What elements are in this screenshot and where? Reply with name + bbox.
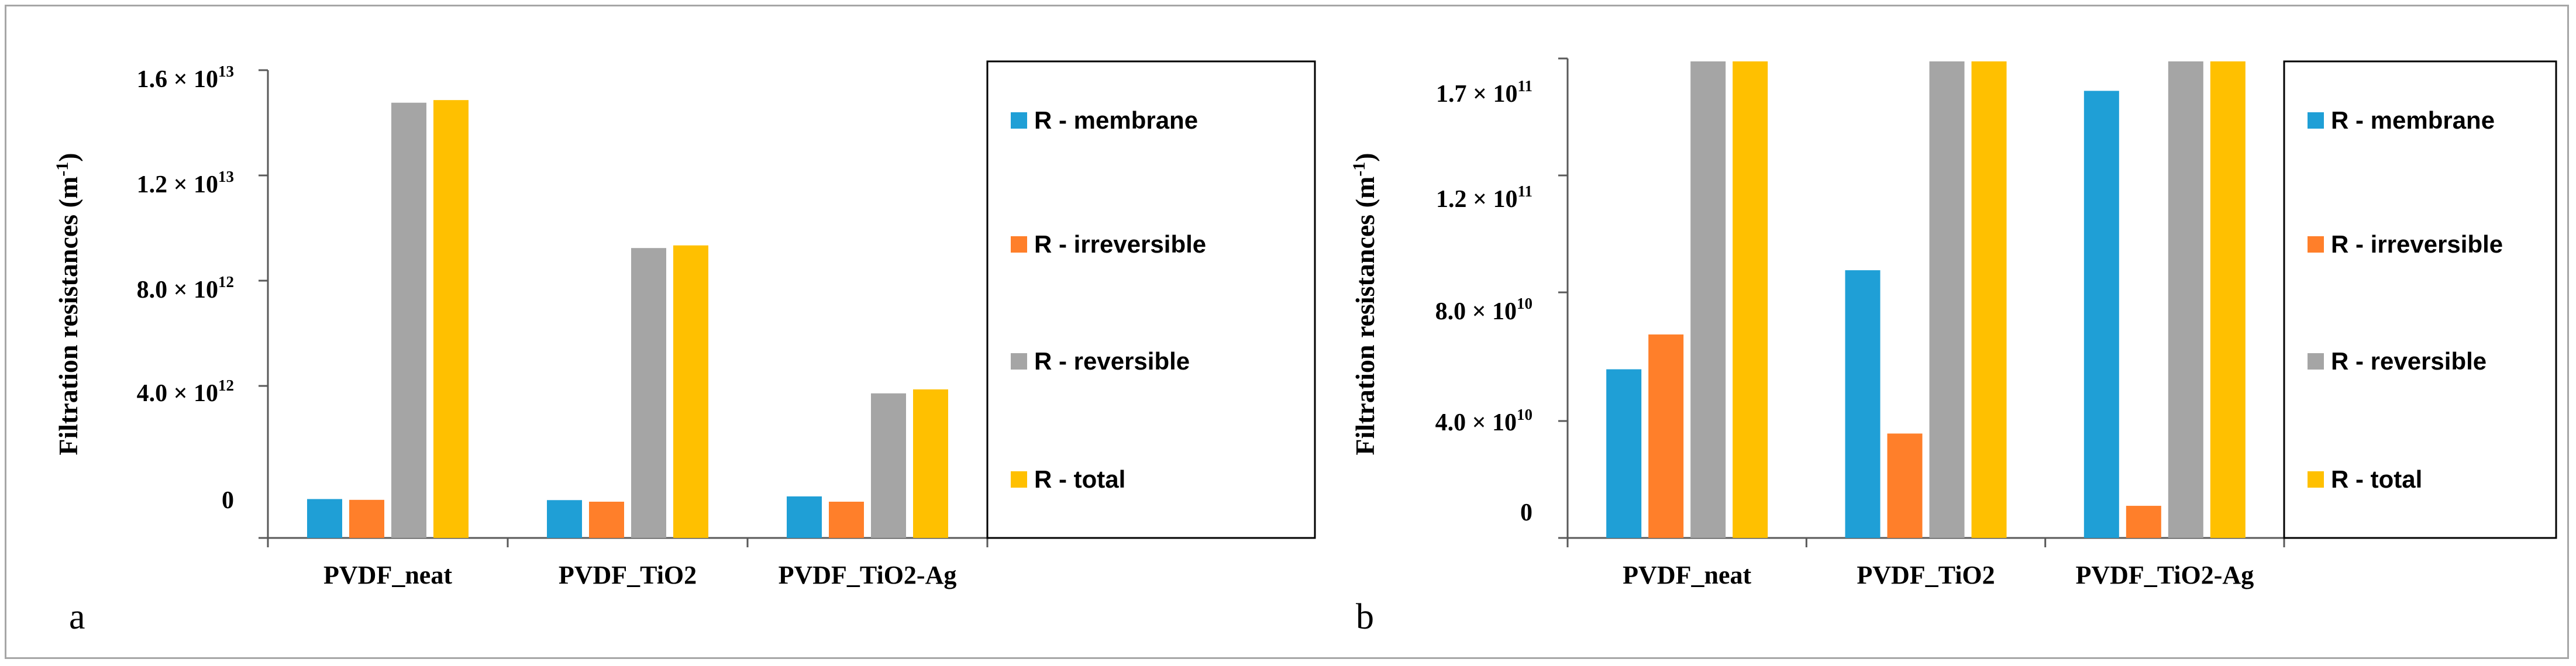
legend-label: R - reversible [2331,347,2487,375]
bar-r-reversible [871,393,906,538]
legend-swatch [1011,236,1027,253]
bar-r-reversible [1929,61,1965,538]
bar-r-membrane [547,500,582,538]
legend-label: R - total [2331,465,2422,493]
y-tick-mantissa: 4.0 × 10 [1435,409,1517,436]
bar-r-irreversible [589,502,624,538]
y-tick-label: 1.2 × 1011 [1436,182,1532,213]
y-tick-exponent: 12 [218,377,234,394]
panel-letter: b [1356,597,1374,637]
bar-r-total [433,100,469,538]
y-axis-title-main: Filtration resistances (m [1350,177,1380,455]
y-tick-label: 8.0 × 1010 [1435,295,1532,325]
panel-letter: a [69,597,85,637]
y-tick-exponent: 13 [218,63,234,80]
y-tick-label: 1.2 × 1013 [137,168,234,198]
y-tick-exponent: 10 [1517,406,1532,423]
y-tick-mantissa: 1.2 × 10 [1436,186,1517,213]
bar-r-irreversible [349,499,384,538]
y-tick-label: 0 [1520,499,1532,526]
bar-r-membrane [787,496,822,538]
x-category-label: PVDF_TiO2-Ag [779,561,957,589]
y-tick-exponent: 11 [1517,77,1532,95]
bar-r-reversible [391,102,426,538]
y-tick-exponent: 10 [1517,295,1532,312]
y-tick-exponent: 11 [1517,182,1532,200]
bar-r-reversible [1690,61,1726,538]
legend-label: R - reversible [1034,347,1190,375]
bar-r-total [673,245,708,538]
y-tick-mantissa: 8.0 × 10 [1435,298,1517,325]
legend-box [986,60,1316,539]
y-tick-mantissa: 1.2 × 10 [137,171,218,198]
bar-r-total [1971,61,2007,538]
legend-label: R - total [1034,465,1125,493]
y-tick-label: 0 [222,487,234,514]
legend-swatch [2308,112,2324,129]
y-tick-mantissa: 4.0 × 10 [137,380,218,407]
y-tick-exponent: 13 [218,168,234,185]
y-tick-label: 1.7 × 1011 [1436,77,1532,108]
x-category-label: PVDF_TiO2 [559,561,697,589]
y-tick-label: 1.6 × 1013 [137,63,234,93]
y-tick-mantissa: 0 [1520,499,1532,526]
y-axis-title-main: Filtration resistances (m [53,177,83,455]
bar-r-total [913,389,948,538]
legend-swatch [1011,471,1027,488]
legend-label: R - irreversible [2331,230,2503,258]
y-axis-title-sup: -1 [53,162,72,177]
legend-swatch [2308,471,2324,488]
bar-r-membrane [2083,91,2119,538]
x-category-label: PVDF_TiO2 [1857,561,1995,589]
y-axis-title-close: ) [1350,153,1380,161]
bar-r-membrane [307,499,342,538]
y-tick-label: 4.0 × 1010 [1435,406,1532,436]
legend-swatch [2308,236,2324,253]
bar-r-irreversible [829,502,864,538]
y-axis-title-sup: -1 [1349,162,1369,177]
bar-r-membrane [1845,270,1881,538]
legend-label: R - membrane [1034,106,1198,134]
y-tick-mantissa: 8.0 × 10 [137,277,218,303]
legend-label: R - membrane [2331,106,2495,134]
bar-r-irreversible [1887,433,1923,538]
y-tick-mantissa: 0 [222,487,234,514]
legend-box [2283,60,2557,539]
y-tick-label: 4.0 × 1012 [137,377,234,407]
bar-r-reversible [631,248,666,538]
y-axis-title-close: ) [53,153,83,161]
legend-label: R - irreversible [1034,230,1206,258]
x-category-label: PVDF_neat [323,561,452,589]
y-tick-label: 8.0 × 1012 [137,273,234,303]
bar-r-total [1733,61,1768,538]
y-axis-title: Filtration resistances (m-1) [1349,153,1380,455]
y-tick-mantissa: 1.6 × 10 [137,66,218,93]
legend-swatch [1011,353,1027,370]
bar-r-irreversible [1648,334,1684,538]
legend-swatch [2308,353,2324,370]
bar-r-reversible [2168,61,2203,538]
bar-r-total [2210,61,2246,538]
x-category-label: PVDF_TiO2-Ag [2075,561,2254,589]
bar-r-membrane [1606,369,1642,538]
y-tick-exponent: 12 [218,273,234,291]
x-category-label: PVDF_neat [1623,561,1751,589]
y-axis-title: Filtration resistances (m-1) [53,153,83,455]
y-tick-mantissa: 1.7 × 10 [1436,81,1517,108]
legend-swatch [1011,112,1027,129]
bar-r-irreversible [2126,506,2161,538]
